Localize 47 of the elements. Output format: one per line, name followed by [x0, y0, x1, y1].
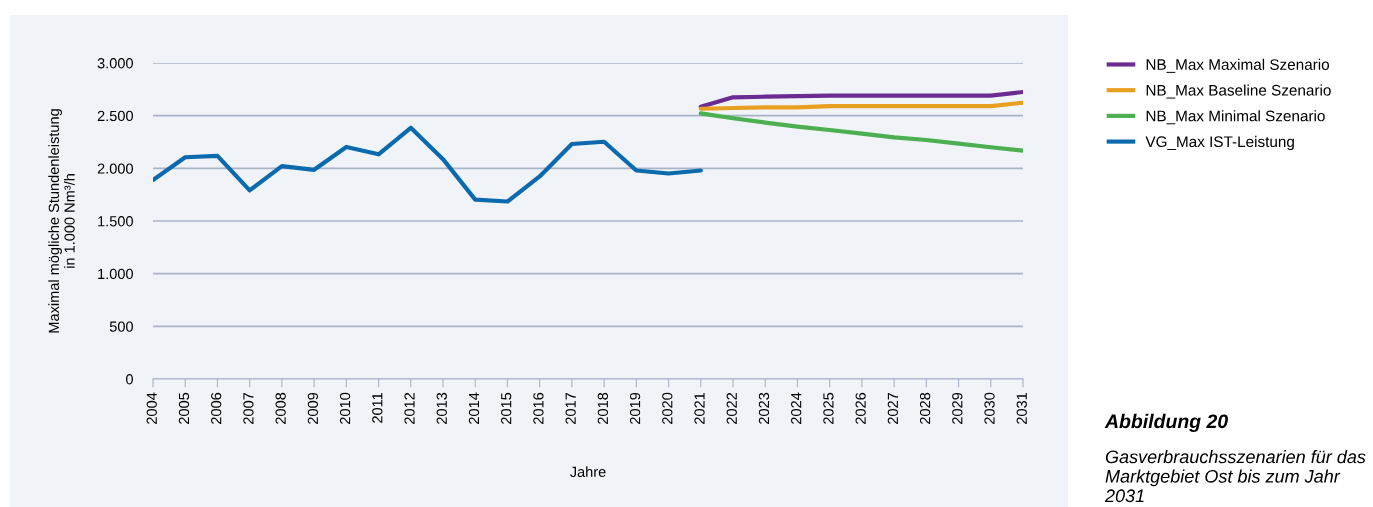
x-tick-label: 2007	[243, 392, 254, 424]
line-series	[698, 89, 1023, 109]
text: Gasverbrauchsszenarien für das Marktgebiet Ost bis zum Jahr 2031	[1104, 450, 1366, 503]
legend-label: NB_Max Maximal Szenario	[1146, 58, 1330, 73]
x-tick-label: 2006	[211, 392, 222, 424]
x-tick-label: 2028	[919, 392, 931, 424]
x-tick-label: 2030	[984, 392, 995, 424]
y-tick-label: 500	[109, 321, 133, 332]
x-tick-label: 2008	[275, 392, 286, 424]
x-tick-label: 2017	[565, 392, 576, 424]
x-tick-label: 2013	[436, 392, 447, 424]
x-tick-label: 2020	[662, 392, 673, 424]
line-series	[153, 125, 703, 204]
y-axis-title: Maximal mögliche Stundenleistung in 1.000 Nm³/h	[48, 109, 75, 333]
x-tick-label: 2014	[468, 392, 480, 424]
x-tick-label: 2019	[629, 392, 641, 424]
y-tick-label: 1.500	[98, 216, 133, 227]
x-tick-label: 2022	[726, 392, 737, 424]
x-tick-label: 2031	[1016, 392, 1027, 424]
x-tick-label: 2027	[887, 392, 899, 424]
x-tick-label: 2021	[694, 392, 705, 424]
x-tick-label: 2026	[855, 392, 866, 424]
x-tick-label: 2024	[791, 392, 802, 424]
y-tick-label: 2.500	[97, 110, 133, 122]
x-tick-label: 2029	[952, 392, 963, 424]
x-tick-label: 2005	[178, 392, 190, 424]
y-tick-label: 2.000	[97, 163, 133, 174]
x-tick-label: 2015	[501, 392, 512, 424]
y-tick-label: 0	[126, 374, 133, 385]
x-tick-label: 2004	[146, 392, 157, 424]
y-tick-label: 1.000	[98, 268, 133, 280]
x-tick-label: 2011	[372, 392, 383, 423]
legend-label: VG_Max IST-Leistung	[1145, 135, 1294, 151]
x-tick-label: 2018	[597, 392, 609, 424]
x-tick-label: 2012	[404, 392, 415, 424]
legend-label: NB_Max Baseline Szenario	[1146, 84, 1331, 99]
x-axis-title: Jahre	[569, 466, 606, 478]
text: Abbildung 20	[1104, 413, 1228, 432]
line-series	[698, 111, 1023, 153]
legend-label: NB_Max Minimal Szenario	[1146, 110, 1325, 125]
x-tick-label: 2023	[758, 392, 770, 424]
x-tick-label: 2009	[307, 392, 319, 424]
y-tick-label: 3.000	[97, 58, 133, 69]
x-tick-label: 2010	[339, 392, 351, 424]
x-tick-label: 2025	[823, 392, 834, 424]
line-series	[698, 100, 1023, 111]
x-tick-label: 2016	[533, 392, 544, 424]
